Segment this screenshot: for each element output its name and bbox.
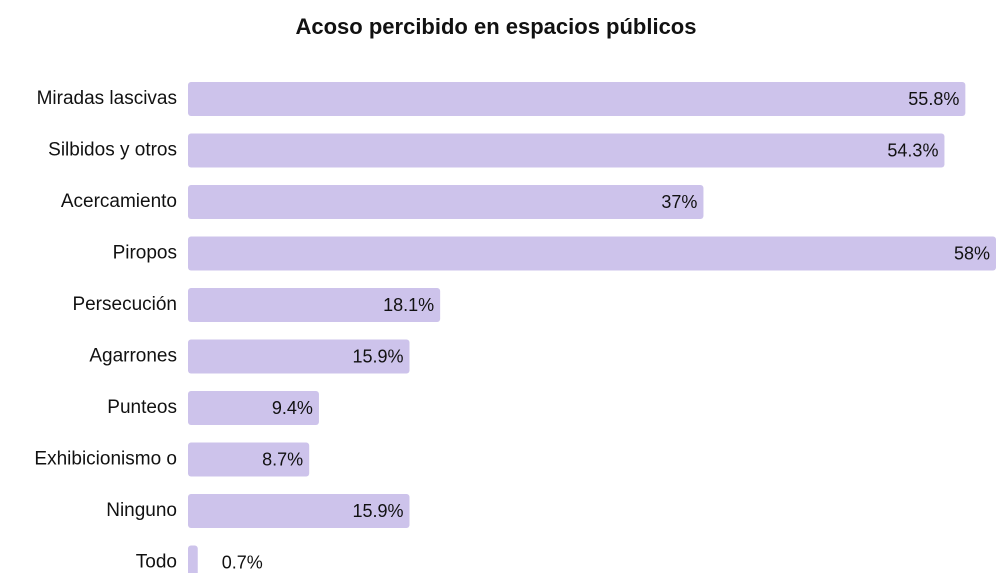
value-label: 55.8% (908, 89, 959, 109)
value-label: 15.9% (352, 501, 403, 521)
category-label: Piropos (113, 243, 177, 264)
bar (188, 442, 310, 477)
category-label: Punteos (107, 397, 177, 418)
bar (188, 494, 410, 528)
value-label: 8.7% (262, 449, 303, 469)
bar (188, 236, 996, 271)
value-label: 18.1% (383, 295, 434, 315)
value-label: 58% (954, 243, 990, 263)
bar (188, 82, 966, 116)
bar (188, 391, 319, 425)
value-label: 37% (661, 192, 697, 212)
bar (188, 288, 441, 322)
bar (188, 185, 704, 219)
category-label: Miradas lascivas (37, 88, 177, 109)
bar (188, 133, 945, 168)
value-label: 15.9% (352, 346, 403, 366)
category-label: Silbidos y otros (48, 140, 177, 161)
value-label: 9.4% (272, 398, 313, 418)
value-label: 0.7% (222, 552, 263, 572)
category-label: Acercamiento (61, 191, 177, 212)
category-label: Agarrones (89, 346, 177, 367)
bar (188, 339, 410, 374)
bar (188, 545, 198, 573)
chart-title: Acoso percibido en espacios públicos (296, 14, 697, 39)
category-label: Exhibicionismo o (34, 449, 177, 470)
category-label: Persecución (72, 294, 177, 315)
category-label: Todo (136, 552, 177, 573)
value-label: 54.3% (887, 140, 938, 160)
category-label: Ninguno (106, 500, 177, 521)
